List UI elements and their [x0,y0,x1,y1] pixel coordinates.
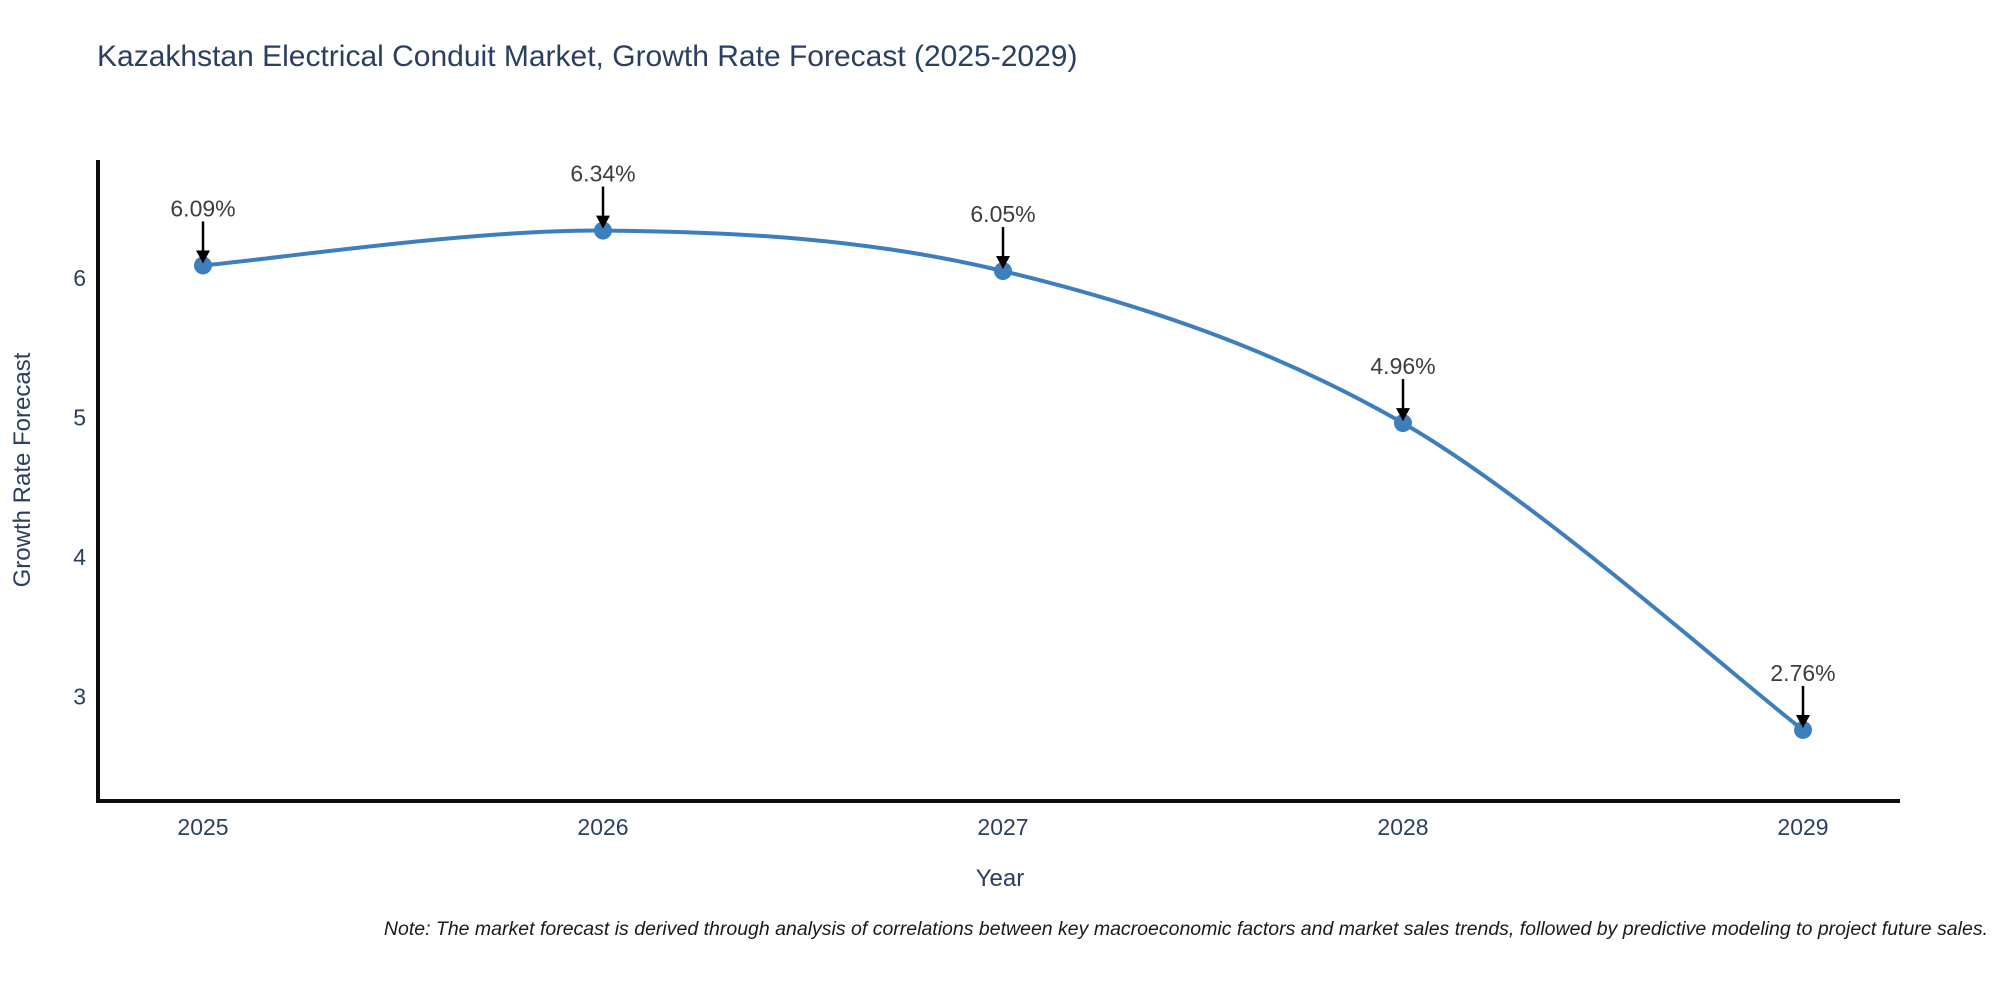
data-point-marker [594,221,612,240]
data-point-marker [1794,720,1812,739]
data-point-label: 6.34% [570,161,635,187]
y-axis-title: Growth Rate Forecast [9,352,36,587]
chart-footnote: Note: The market forecast is derived thr… [383,918,1988,940]
data-point-label: 4.96% [1370,353,1435,379]
x-tick-label: 2026 [577,814,628,840]
annotation-arrowhead [1396,408,1410,422]
x-tick-label: 2029 [1777,814,1828,840]
annotation-arrowhead [596,215,610,229]
data-point-label: 6.05% [970,201,1035,227]
annotation-arrowhead [1796,714,1810,728]
y-tick-label: 3 [73,684,86,710]
data-point-marker [994,262,1012,281]
x-tick-label: 2027 [977,814,1028,840]
x-axis-title: Year [976,865,1025,892]
data-point-marker [194,256,212,275]
series-line [201,228,1805,732]
x-tick-label: 2025 [177,814,228,840]
annotation-arrowhead [996,256,1010,270]
x-tick-label: 2028 [1377,814,1428,840]
y-tick-label: 4 [73,544,86,570]
chart-title: Kazakhstan Electrical Conduit Market, Gr… [97,40,1078,73]
data-point-label: 2.76% [1770,660,1835,686]
y-tick-label: 6 [73,265,86,291]
data-point-marker [1394,414,1412,433]
data-point-label: 6.09% [170,195,235,221]
y-tick-label: 5 [73,405,86,431]
annotation-arrowhead [196,250,210,264]
